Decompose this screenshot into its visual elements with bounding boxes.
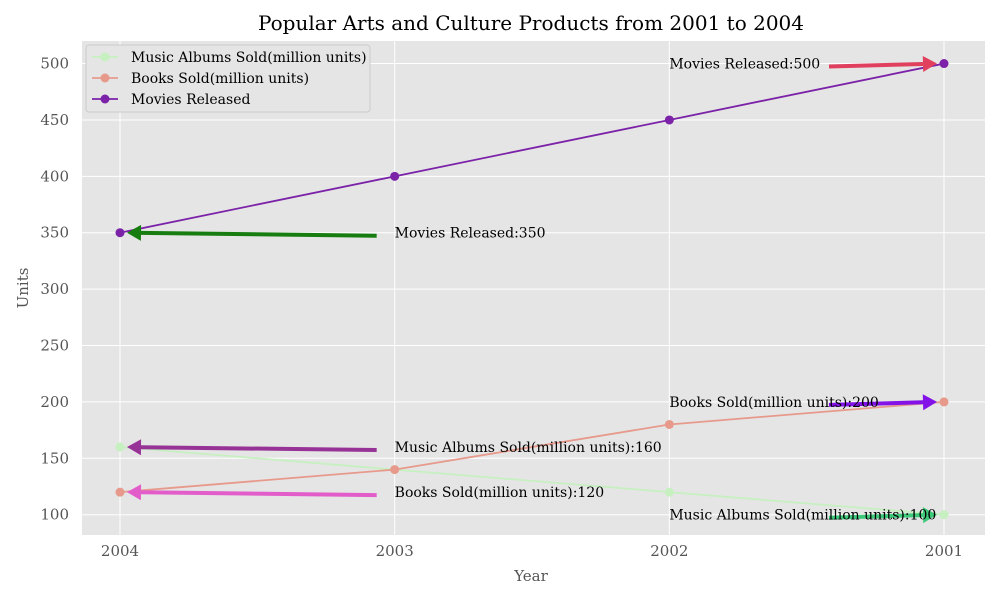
y-tick-label: 100 xyxy=(40,506,69,524)
grid xyxy=(82,41,985,535)
y-tick-label: 150 xyxy=(40,449,69,467)
x-tick-label: 2001 xyxy=(925,542,963,560)
legend-label: Books Sold(million units) xyxy=(131,71,309,87)
data-point xyxy=(390,171,400,181)
y-tick-labels: 100 150 200 250 300 350 400 450 500 xyxy=(40,55,69,524)
y-tick-label: 350 xyxy=(40,224,69,242)
x-tick-label: 2004 xyxy=(101,542,139,560)
annotation-arrow xyxy=(828,400,924,407)
data-point xyxy=(939,397,949,407)
annotation-arrow xyxy=(828,513,924,520)
x-tick-label: 2003 xyxy=(376,542,414,560)
annotation-arrowhead xyxy=(127,224,142,241)
y-tick-label: 500 xyxy=(40,55,69,73)
annotations: Movies Released:500 Movies Released:350 Bo… xyxy=(127,55,937,524)
data-point xyxy=(115,442,125,452)
chart-title: Popular Arts and Culture Products from 2… xyxy=(258,11,804,35)
y-tick-label: 300 xyxy=(40,280,69,298)
data-point xyxy=(115,487,125,497)
annotation-arrowhead xyxy=(922,507,937,524)
x-tick-labels: 2004 2003 2002 2001 xyxy=(101,542,963,560)
annotation-arrowhead xyxy=(922,55,937,72)
legend-label: Music Albums Sold(million units) xyxy=(131,50,367,66)
data-point xyxy=(939,510,949,520)
annotation-label: Movies Released:500 xyxy=(669,57,820,73)
annotation-label: Books Sold(million units):120 xyxy=(395,485,604,501)
series-lines xyxy=(115,59,949,520)
series-line xyxy=(119,401,945,494)
annotation-arrow xyxy=(140,445,377,453)
annotation-arrowhead xyxy=(922,394,937,411)
plot-area xyxy=(82,41,985,535)
data-point xyxy=(664,419,674,429)
annotation-arrow xyxy=(140,490,377,498)
legend: Music Albums Sold(million units) Books So… xyxy=(85,44,371,113)
legend-label: Movies Released xyxy=(131,92,250,108)
x-axis-label: Year xyxy=(513,567,548,585)
annotation-label: Movies Released:350 xyxy=(395,226,546,242)
data-point xyxy=(664,115,674,125)
series-line xyxy=(119,446,945,516)
legend-marker xyxy=(100,94,110,104)
annotation-arrowhead xyxy=(127,484,142,501)
annotation-label: Music Albums Sold(million units):100 xyxy=(669,508,936,524)
y-tick-label: 450 xyxy=(40,111,69,129)
legend-marker xyxy=(100,52,110,62)
data-point xyxy=(939,59,949,69)
legend-box xyxy=(85,44,371,113)
y-tick-label: 200 xyxy=(40,393,69,411)
annotation-label: Music Albums Sold(million units):160 xyxy=(395,440,662,456)
x-tick-label: 2002 xyxy=(650,542,688,560)
annotation-label: Books Sold(million units):200 xyxy=(669,395,879,411)
data-point xyxy=(664,487,674,497)
legend-marker xyxy=(100,73,110,83)
y-tick-label: 250 xyxy=(40,337,69,355)
y-axis-label: Units xyxy=(14,268,32,309)
data-point xyxy=(115,228,125,238)
annotation-arrow xyxy=(828,61,924,69)
annotation-arrow xyxy=(140,230,377,238)
y-tick-label: 400 xyxy=(40,167,69,185)
series-line xyxy=(119,62,945,234)
annotation-arrowhead xyxy=(127,439,142,456)
data-point xyxy=(390,465,400,475)
